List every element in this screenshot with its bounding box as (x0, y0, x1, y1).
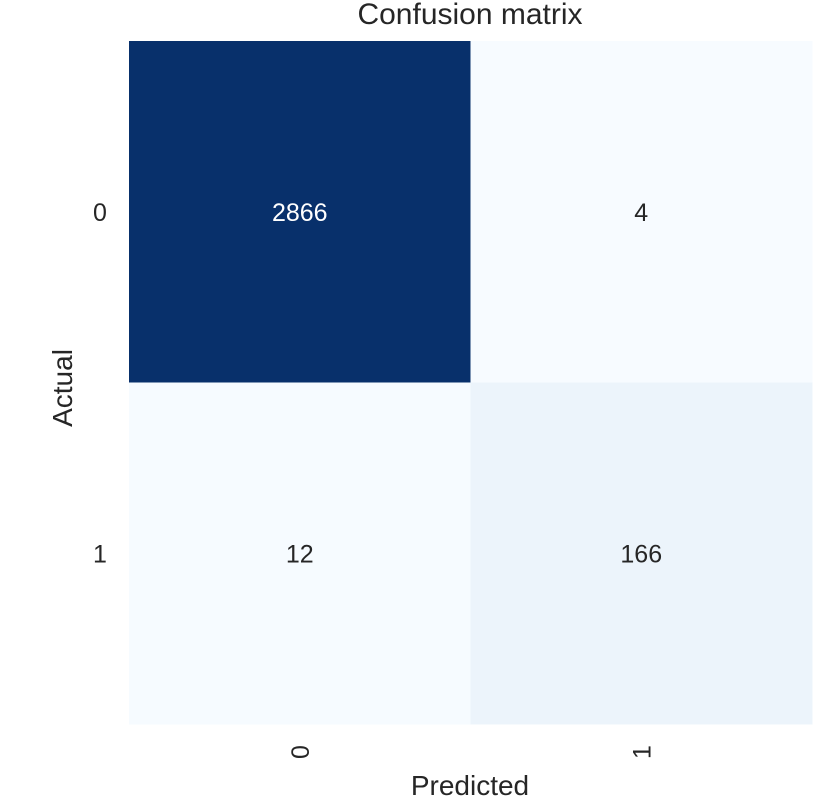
y-axis-label: Actual (47, 349, 78, 427)
heatmap-cell-r0-c1 (470, 41, 813, 383)
heatmap-cells (129, 41, 813, 725)
x-axis-label: Predicted (411, 770, 529, 800)
cell-value-label-r1-c0: 12 (286, 540, 314, 568)
y-axis-tick-labels: 01 (93, 199, 107, 569)
cell-value-label-r0-c1: 4 (634, 199, 648, 227)
y-tick-label-0: 0 (93, 199, 107, 227)
heatmap-cell-labels: 2866 4 12 166 (272, 199, 662, 569)
x-tick-label-1: 1 (628, 745, 656, 759)
heatmap-cell-r0-c0 (129, 41, 471, 383)
heatmap-cell-r1-c1 (470, 382, 813, 725)
heatmap-cell-r1-c0 (129, 382, 471, 725)
y-tick-label-1: 1 (93, 540, 107, 568)
cell-value-label-r1-c1: 166 (620, 540, 662, 568)
x-tick-label-0: 0 (287, 745, 315, 759)
cell-value-label-r0-c0: 2866 (272, 199, 328, 227)
chart-title: Confusion matrix (357, 0, 582, 31)
